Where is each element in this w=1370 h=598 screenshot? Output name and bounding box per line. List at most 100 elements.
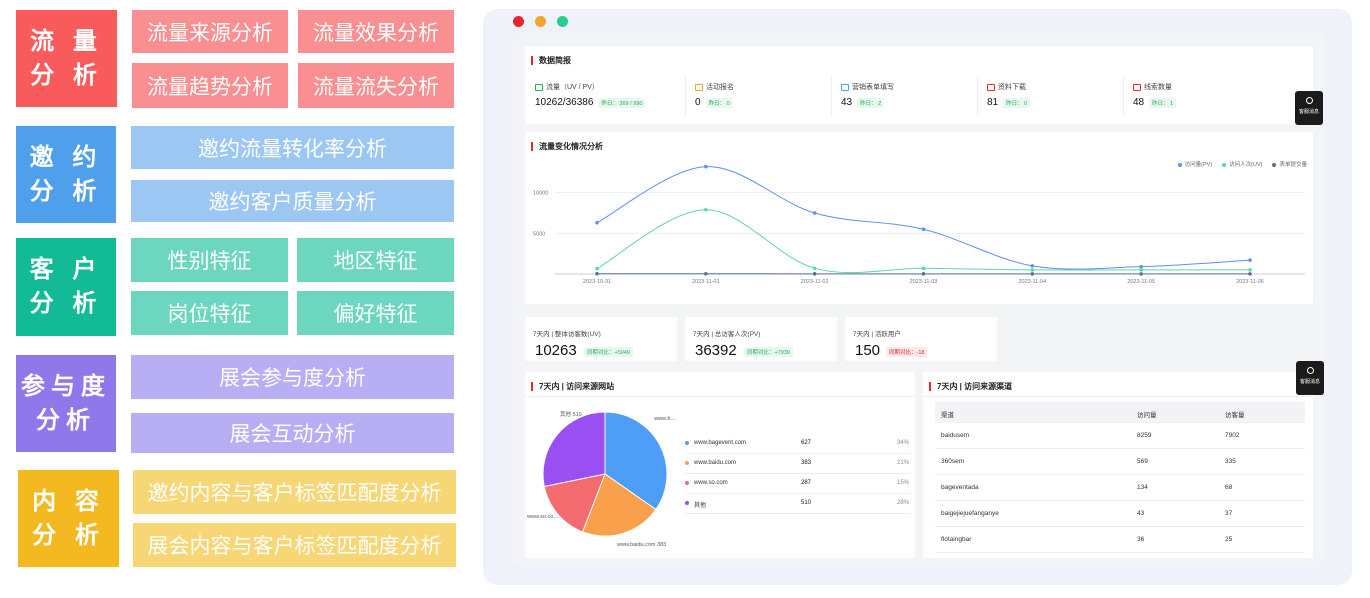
data-point[interactable]: [1248, 258, 1252, 262]
legend-dot-icon: [1177, 162, 1182, 167]
yesterday-chip: 昨日： 0: [1003, 97, 1031, 108]
data-point[interactable]: [812, 272, 817, 276]
analysis-tile[interactable]: 偏好特征: [297, 291, 454, 335]
x-tick-label: 2023-11-06: [1236, 279, 1264, 285]
category-block-3[interactable]: 客 户分 析: [16, 238, 116, 336]
category-block-1[interactable]: 流 量分 析: [16, 10, 117, 107]
brief-stat-label: 资料下载: [998, 84, 1026, 91]
table-row[interactable]: 360sem 569 335: [935, 449, 1305, 475]
channel-visits: 36: [1137, 536, 1145, 543]
analysis-tile[interactable]: 邀约流量转化率分析: [131, 126, 454, 169]
brief-stat-value: 81: [987, 97, 999, 108]
brief-stat: 线索数量 48 昨日： 1: [1133, 82, 1177, 108]
analysis-tile[interactable]: 展会参与度分析: [131, 355, 454, 399]
kpi-value: 36392: [695, 342, 737, 359]
legend-item[interactable]: 表单提交量: [1272, 160, 1307, 168]
table-row[interactable]: baigejiejuefanganye 43 37: [935, 501, 1305, 527]
site-name: www.so.com: [694, 480, 728, 486]
stat-icon: [841, 83, 849, 91]
table-row[interactable]: baidusem 8259 7902: [935, 423, 1305, 449]
analysis-tile[interactable]: 岗位特征: [131, 291, 288, 335]
data-point[interactable]: [921, 227, 926, 232]
legend-item[interactable]: 访问人次(UV): [1222, 160, 1262, 168]
series-line-2: [596, 209, 1250, 274]
kpi-row: 7天内 | 整体访客数(UV) 10263 同期对比：+5049 7天内 | 总访客人…: [525, 312, 1313, 366]
pie-slice[interactable]: [581, 473, 657, 537]
channel-name: baigejiejuefanganye: [941, 510, 999, 517]
category-block-5[interactable]: 内 容分 析: [18, 470, 119, 567]
category-label-line1: 邀 约: [29, 143, 103, 171]
data-point[interactable]: [921, 272, 926, 276]
analysis-tile[interactable]: 性别特征: [131, 238, 288, 282]
pie-label: www.b...: [653, 416, 675, 422]
data-point[interactable]: [1139, 264, 1143, 269]
data-point[interactable]: [812, 211, 817, 215]
channel-name: bageventada: [941, 484, 979, 491]
site-row[interactable]: www.baidu.com 383 21%: [685, 454, 911, 474]
legend-item[interactable]: 访问量(PV): [1177, 160, 1212, 168]
data-point[interactable]: [1030, 268, 1035, 272]
data-point[interactable]: [704, 271, 708, 276]
channel-name: flotaingbar: [941, 536, 972, 543]
analysis-tile[interactable]: 流量趋势分析: [132, 63, 288, 108]
analysis-tile[interactable]: 流量流失分析: [298, 63, 454, 108]
x-tick-label: 2023-11-02: [801, 279, 829, 285]
data-point[interactable]: [921, 266, 926, 271]
brief-stat: 活动报名 0 昨日： 0: [695, 82, 734, 108]
data-point[interactable]: [1139, 268, 1143, 272]
site-row[interactable]: www.so.com 287 15%: [685, 474, 911, 494]
service-message-button-2[interactable]: 客服消息: [1296, 361, 1324, 395]
brief-stat-value-row: 10262/36386 昨日： 369 / 990: [535, 97, 646, 108]
table-row[interactable]: bageventada 134 68: [935, 475, 1305, 501]
data-point[interactable]: [595, 220, 599, 225]
pie-slice[interactable]: [542, 411, 606, 488]
data-point[interactable]: [1139, 272, 1143, 276]
analysis-tile[interactable]: 邀约内容与客户标签匹配度分析: [133, 470, 456, 514]
category-label-line2: 分 析: [29, 290, 103, 317]
pie-slice[interactable]: [604, 411, 668, 511]
window-minimize-dot[interactable]: [535, 16, 546, 27]
brief-stat-label-row: 线索数量: [1133, 82, 1176, 92]
brief-stat: 资料下载 81 昨日： 0: [987, 82, 1031, 108]
brief-stat: 营销表单填写 43 昨日： 2: [841, 82, 894, 108]
analysis-tile[interactable]: 展会互动分析: [131, 413, 454, 453]
category-label-line2: 分 析: [32, 521, 105, 549]
table-row[interactable]: flotaingbar 36 25: [935, 527, 1305, 553]
data-point[interactable]: [595, 266, 599, 271]
window-maximize-dot[interactable]: [557, 16, 568, 27]
yesterday-chip: 昨日： 2: [857, 97, 885, 108]
data-point[interactable]: [1030, 264, 1035, 268]
analysis-tile[interactable]: 邀约客户质量分析: [131, 180, 454, 222]
kpi-compare-chip: 同期对比：+7939: [744, 347, 793, 357]
stat-icon: [1133, 83, 1141, 91]
data-point[interactable]: [704, 164, 708, 169]
window-close-dot[interactable]: [513, 16, 524, 27]
analysis-tile[interactable]: 展会内容与客户标签匹配度分析: [133, 523, 456, 567]
brief-stat-label-row: 活动报名: [695, 82, 734, 92]
category-label-line1: 客 户: [29, 256, 103, 283]
data-point[interactable]: [1248, 272, 1252, 276]
data-point[interactable]: [704, 207, 708, 212]
site-row[interactable]: 其他 510 28%: [685, 494, 911, 514]
stat-icon: [535, 83, 543, 91]
data-point[interactable]: [595, 271, 599, 276]
site-count: 627: [801, 440, 812, 446]
site-name: www.baidu.com: [694, 460, 737, 466]
category-block-4[interactable]: 参与度 分析: [16, 355, 116, 452]
service-message-label: 客服消息: [1298, 109, 1319, 115]
category-block-2[interactable]: 邀 约分 析: [16, 126, 116, 223]
site-color-dot-icon: [685, 461, 689, 465]
service-message-button[interactable]: 客服消息: [1295, 91, 1323, 125]
analysis-tile[interactable]: 地区特征: [297, 238, 454, 282]
channel-visits: 8259: [1137, 432, 1152, 439]
brief-stat-label-row: 资料下载: [987, 82, 1030, 92]
category-label-line2: 分析: [36, 406, 96, 434]
data-point[interactable]: [1248, 268, 1252, 272]
data-point[interactable]: [1030, 272, 1035, 276]
site-percent: 15%: [896, 480, 909, 486]
analysis-tile[interactable]: 流量来源分析: [132, 10, 288, 53]
analysis-tile[interactable]: 流量效果分析: [298, 10, 454, 53]
data-point[interactable]: [812, 266, 817, 271]
pie-slice[interactable]: [543, 473, 606, 533]
site-row[interactable]: www.bagevent.com 627 34%: [685, 434, 911, 454]
